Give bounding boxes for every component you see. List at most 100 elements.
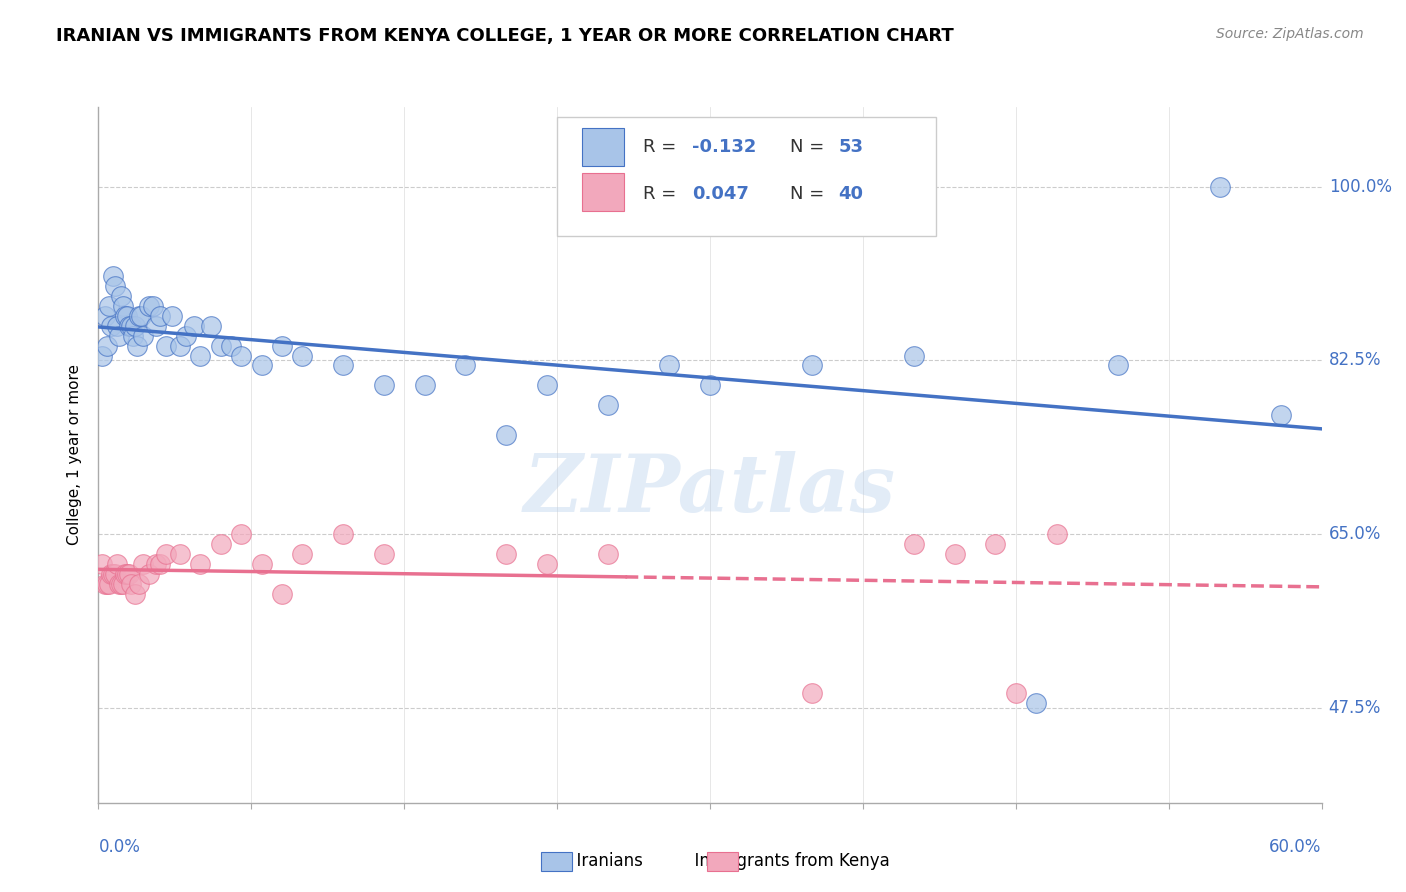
Point: [495, 428, 517, 442]
Point: [332, 359, 354, 373]
Text: Iranians: Iranians: [567, 852, 643, 870]
Point: [132, 558, 155, 572]
Point: [145, 558, 167, 572]
Point: [97, 299, 120, 313]
Point: [101, 567, 124, 582]
Y-axis label: College, 1 year or more: College, 1 year or more: [67, 365, 83, 545]
Point: [943, 547, 966, 561]
Point: [149, 309, 172, 323]
Point: [183, 318, 205, 333]
Point: [291, 349, 314, 363]
Text: N =: N =: [790, 185, 830, 203]
Point: [270, 587, 294, 601]
Point: [1045, 527, 1069, 541]
Point: [110, 289, 132, 303]
Point: [200, 318, 222, 333]
Point: [129, 309, 152, 323]
Point: [250, 359, 273, 373]
Text: R =: R =: [643, 138, 682, 156]
Point: [174, 328, 197, 343]
Point: [97, 577, 120, 591]
Point: [658, 359, 681, 373]
Point: [188, 349, 212, 363]
Point: [598, 547, 620, 561]
Point: [104, 279, 127, 293]
Point: [91, 349, 114, 363]
Point: [118, 567, 141, 582]
Point: [801, 686, 824, 700]
Point: [373, 378, 395, 392]
Point: [138, 299, 160, 313]
Point: [169, 547, 191, 561]
Point: [149, 558, 172, 572]
Point: [142, 299, 165, 313]
Point: [120, 318, 142, 333]
Point: [219, 338, 242, 352]
Point: [231, 527, 253, 541]
Text: -0.132: -0.132: [692, 138, 756, 156]
Point: [120, 577, 142, 591]
Point: [169, 338, 191, 352]
Point: [128, 309, 150, 323]
Point: [598, 398, 620, 412]
Text: 0.0%: 0.0%: [98, 838, 141, 856]
Point: [93, 577, 115, 591]
Text: 40: 40: [838, 185, 863, 203]
Point: [108, 577, 131, 591]
Point: [984, 537, 1007, 551]
Point: [104, 567, 127, 582]
Point: [96, 338, 118, 352]
Point: [110, 577, 132, 591]
Text: 53: 53: [838, 138, 863, 156]
Point: [124, 318, 146, 333]
Point: [124, 587, 146, 601]
Point: [132, 328, 155, 343]
Point: [1025, 697, 1047, 711]
FancyBboxPatch shape: [582, 128, 624, 166]
Text: Immigrants from Kenya: Immigrants from Kenya: [685, 852, 890, 870]
Point: [209, 537, 232, 551]
Text: R =: R =: [643, 185, 682, 203]
Text: Source: ZipAtlas.com: Source: ZipAtlas.com: [1216, 27, 1364, 41]
Point: [115, 309, 138, 323]
Point: [111, 577, 134, 591]
Point: [155, 547, 177, 561]
Point: [903, 537, 925, 551]
Text: 60.0%: 60.0%: [1270, 838, 1322, 856]
Point: [128, 577, 150, 591]
Point: [91, 558, 114, 572]
Point: [96, 577, 118, 591]
Text: 0.047: 0.047: [692, 185, 748, 203]
Point: [454, 359, 477, 373]
Point: [100, 567, 122, 582]
Point: [801, 359, 824, 373]
Point: [699, 378, 721, 392]
Point: [160, 309, 183, 323]
Point: [100, 318, 122, 333]
Point: [332, 527, 354, 541]
Point: [536, 378, 558, 392]
Point: [1004, 686, 1026, 700]
Point: [413, 378, 436, 392]
Point: [108, 328, 131, 343]
Point: [1107, 359, 1129, 373]
Point: [373, 547, 395, 561]
Point: [495, 547, 517, 561]
Point: [111, 299, 134, 313]
Point: [105, 318, 128, 333]
Point: [138, 567, 160, 582]
Point: [114, 567, 136, 582]
Text: 47.5%: 47.5%: [1329, 699, 1381, 717]
FancyBboxPatch shape: [557, 118, 936, 235]
Point: [209, 338, 232, 352]
Point: [114, 309, 136, 323]
Point: [101, 268, 124, 283]
Text: N =: N =: [790, 138, 830, 156]
Point: [536, 558, 558, 572]
Text: 65.0%: 65.0%: [1329, 525, 1381, 543]
Point: [118, 318, 141, 333]
Point: [250, 558, 273, 572]
Point: [1209, 179, 1232, 194]
Point: [105, 558, 128, 572]
Text: 82.5%: 82.5%: [1329, 351, 1381, 369]
